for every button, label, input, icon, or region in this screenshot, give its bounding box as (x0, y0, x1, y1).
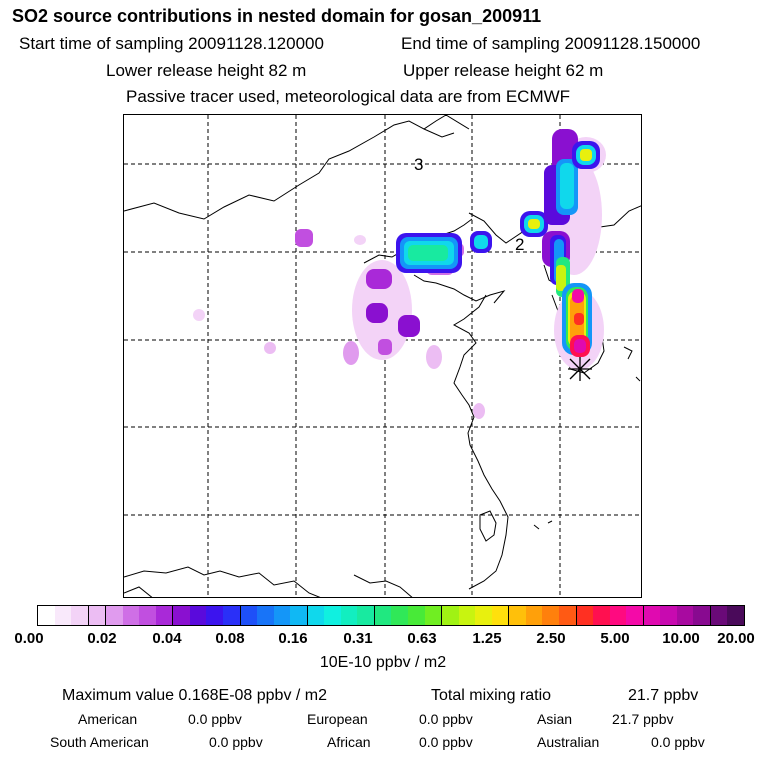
lower-release-label: Lower release height 82 m (106, 61, 307, 80)
asterisk-icon (568, 357, 592, 381)
colorbar-tick: 0.16 (278, 630, 308, 647)
colorbar-swatch (576, 606, 594, 625)
tracer-note: Passive tracer used, meteorological data… (126, 87, 571, 106)
region-name: Asian (537, 711, 573, 727)
colorbar-swatch (189, 606, 207, 625)
colorbar-swatch (257, 606, 274, 625)
colorbar-swatch (475, 606, 492, 625)
max-value-label: Maximum value 0.168E-08 ppbv / m2 (62, 687, 328, 704)
colorbar-swatch (54, 606, 72, 625)
region-name: European (307, 711, 368, 727)
colorbar-swatch (458, 606, 476, 625)
colorbar-swatch (71, 606, 89, 625)
region-value: 0.0 ppbv (209, 734, 263, 750)
region-value: 21.7 ppbv (612, 711, 674, 727)
colorbar-swatch (408, 606, 425, 625)
colorbar-swatch (626, 606, 644, 625)
region-value: 0.0 ppbv (419, 734, 473, 750)
colorbar-swatch (727, 606, 744, 625)
colorbar-tick: 10.00 (662, 630, 700, 647)
colorbar-swatch (307, 606, 325, 625)
colorbar-swatch (173, 606, 190, 625)
map-label-2: 2 (515, 235, 524, 254)
colorbar-swatch (542, 606, 559, 625)
total-mixing-value: 21.7 ppbv (628, 687, 699, 704)
colorbar-swatch (273, 606, 291, 625)
map-title: SO2 source contributions in nested domai… (12, 6, 542, 26)
start-time-label: Start time of sampling 20091128.120000 (19, 34, 324, 53)
colorbar-tick: 0.08 (215, 630, 245, 647)
colorbar-swatch (491, 606, 510, 625)
region-value: 0.0 ppbv (651, 734, 705, 750)
colorbar-tick: 2.50 (536, 630, 566, 647)
colorbar-tick: 0.00 (14, 630, 44, 647)
colorbar-swatch (139, 606, 156, 625)
colorbar-tick: 0.02 (87, 630, 117, 647)
colorbar-swatch (38, 606, 55, 625)
colorbar-swatch (710, 606, 728, 625)
colorbar-swatch (206, 606, 224, 625)
region-value: 0.0 ppbv (419, 711, 473, 727)
colorbar (37, 605, 745, 626)
colorbar-swatch (391, 606, 409, 625)
colorbar-swatch (558, 606, 577, 625)
colorbar-swatch (693, 606, 711, 625)
colorbar-swatch (88, 606, 107, 625)
colorbar-swatch (340, 606, 358, 625)
colorbar-tick: 5.00 (600, 630, 630, 647)
colorbar-tick: 0.31 (343, 630, 373, 647)
region-value: 0.0 ppbv (188, 711, 242, 727)
colorbar-swatch (374, 606, 392, 625)
end-time-label: End time of sampling 20091128.150000 (401, 34, 701, 53)
colorbar-tick: 0.63 (407, 630, 437, 647)
colorbar-tick: 0.04 (152, 630, 182, 647)
colorbar-swatch (240, 606, 258, 625)
colorbar-swatch (442, 606, 459, 625)
colorbar-swatch (424, 606, 443, 625)
colorbar-tick: 1.25 (472, 630, 502, 647)
colorbar-swatch (609, 606, 627, 625)
graticule (124, 115, 641, 597)
colorbar-unit: 10E-10 ppbv / m2 (319, 654, 447, 671)
colorbar-swatch (509, 606, 526, 625)
colorbar-swatch (106, 606, 123, 625)
plume-field (193, 129, 606, 419)
colorbar-swatch (593, 606, 610, 625)
colorbar-swatch (155, 606, 174, 625)
colorbar-tick: 20.00 (717, 630, 755, 647)
colorbar-swatch (525, 606, 543, 625)
region-name: Australian (537, 734, 600, 750)
map-label-3: 3 (414, 155, 423, 174)
upper-release-label: Upper release height 62 m (403, 61, 604, 80)
colorbar-swatch (357, 606, 375, 625)
colorbar-swatch (290, 606, 308, 625)
colorbar-swatch (660, 606, 677, 625)
colorbar-swatch (324, 606, 341, 625)
region-name: American (78, 711, 138, 727)
colorbar-swatch (122, 606, 140, 625)
total-mixing-label: Total mixing ratio (431, 687, 552, 704)
map-panel: 3 2 (123, 114, 642, 598)
colorbar-swatch (223, 606, 241, 625)
map-canvas: 3 2 (124, 115, 641, 597)
colorbar-swatch (676, 606, 694, 625)
region-name: African (327, 734, 371, 750)
colorbar-swatch (643, 606, 661, 625)
region-name: South American (50, 734, 149, 750)
